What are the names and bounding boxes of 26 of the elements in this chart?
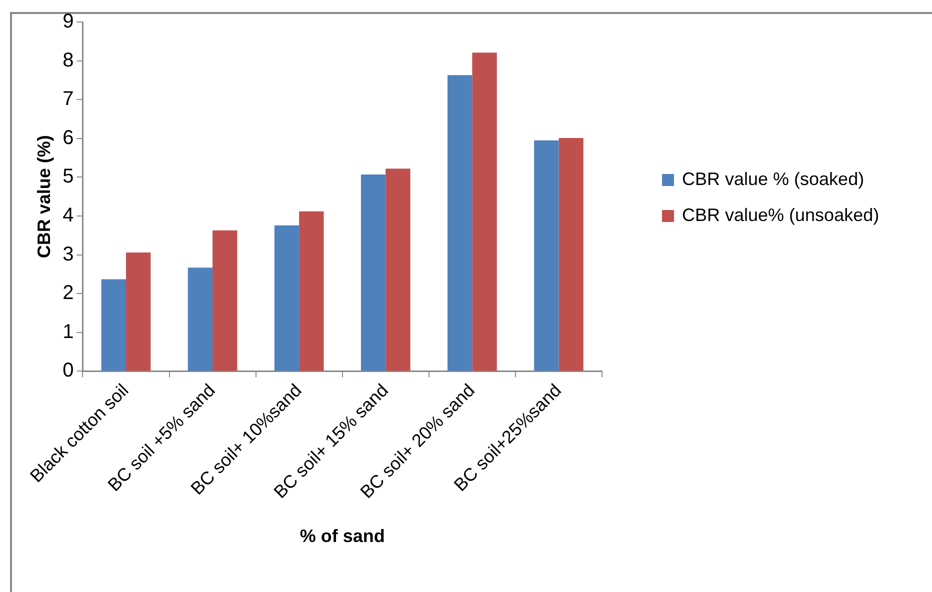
y-tick-label: 5 — [62, 166, 74, 188]
bar — [188, 268, 213, 371]
legend-label: CBR value% (unsoaked) — [682, 204, 880, 225]
x-axis-title: % of sand — [300, 526, 385, 546]
bar — [386, 168, 410, 371]
bar — [212, 230, 238, 371]
bar — [534, 140, 559, 371]
bar — [472, 52, 497, 371]
bar — [558, 138, 584, 371]
y-tick-label: 1 — [62, 320, 74, 343]
y-tick-label: 4 — [62, 204, 74, 227]
y-tick-label: 9 — [62, 10, 74, 33]
legend-label: CBR value % (soaked) — [682, 168, 864, 189]
y-tick-label: 7 — [62, 88, 74, 110]
y-axis-title: CBR value (%) — [34, 135, 54, 258]
bar — [126, 252, 151, 371]
bar — [360, 174, 386, 371]
y-tick-label: 0 — [62, 360, 74, 382]
y-tick-label: 3 — [62, 243, 74, 266]
bar — [101, 279, 126, 371]
bar — [299, 211, 324, 371]
bar — [448, 75, 472, 371]
y-tick-label: 8 — [62, 49, 74, 72]
y-tick-label: 6 — [62, 126, 74, 149]
y-tick-label: 2 — [62, 282, 74, 304]
bar — [274, 225, 300, 371]
